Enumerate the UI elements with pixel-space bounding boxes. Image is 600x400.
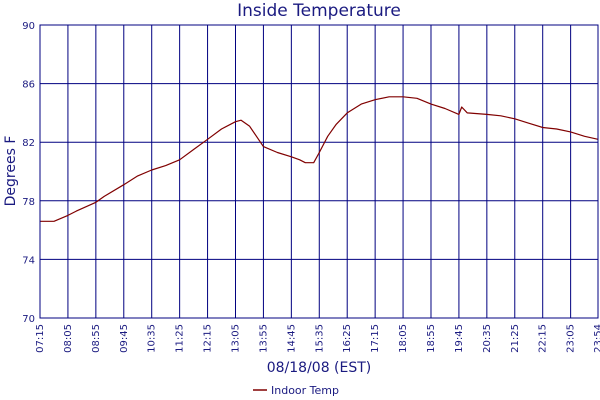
x-tick-label: 17:15 [370,324,381,353]
x-tick-label: 23:54 [593,324,600,353]
y-tick-label: 90 [22,21,35,32]
plot-border [39,24,599,319]
x-tick-label: 18:55 [426,324,437,353]
series-line-indoor-temp [40,96,599,222]
x-tick-label: 09:45 [119,324,130,353]
x-tick-label: 13:05 [230,324,241,353]
y-tick-label: 70 [22,314,35,325]
series-layer [40,96,599,222]
chart-grid [39,24,599,319]
x-tick-label: 08:55 [91,324,102,353]
x-tick-label: 23:05 [566,324,577,353]
y-tick-label: 86 [22,80,35,91]
x-tick-label: 15:35 [314,324,325,353]
y-tick-label: 78 [22,197,35,208]
x-tick-label: 19:45 [454,324,465,353]
chart-title: Inside Temperature [237,1,401,21]
x-axis-label: 08/18/08 (EST) [267,360,372,376]
y-axis-label: Degrees F [3,136,19,207]
x-tick-label: 08:05 [63,324,74,353]
x-tick-label: 11:25 [175,324,186,353]
legend: Indoor Temp [253,384,339,397]
y-tick-label: 82 [22,138,35,149]
x-tick-label: 07:15 [35,324,46,353]
y-tick-label: 74 [22,255,35,266]
x-tick-label: 10:35 [147,324,158,353]
y-axis-tick-labels: 70 74 78 82 86 90 [22,21,35,325]
x-tick-label: 20:35 [482,324,493,353]
legend-label: Indoor Temp [271,384,339,397]
x-tick-label: 16:25 [342,324,353,353]
x-tick-label: 22:15 [538,324,549,353]
x-axis-tick-labels: 07:15 08:05 08:55 09:45 10:35 11:25 12:15 13:05… [35,324,600,353]
x-tick-label: 12:15 [203,324,214,353]
x-tick-label: 21:25 [510,324,521,353]
x-tick-label: 18:05 [398,324,409,353]
x-tick-label: 13:55 [258,324,269,353]
x-tick-label: 14:45 [286,324,297,353]
